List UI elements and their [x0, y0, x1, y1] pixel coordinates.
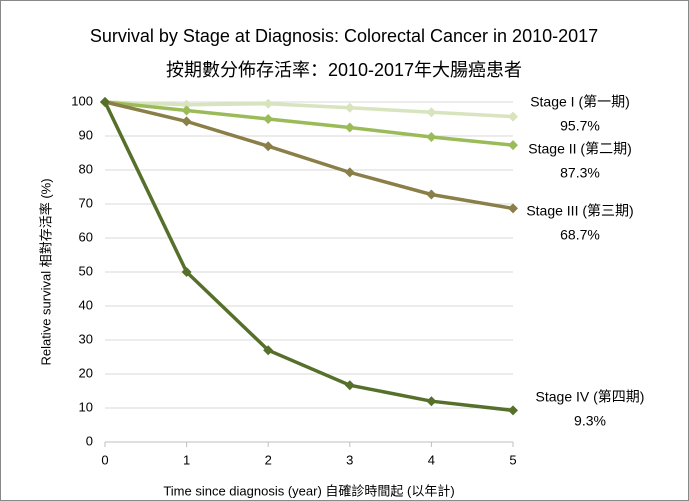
x-tick-label: 2	[265, 452, 272, 467]
series-line	[104, 100, 514, 147]
series-label: Stage I (第一期)	[530, 94, 630, 110]
data-point	[181, 105, 192, 116]
data-point	[181, 267, 192, 277]
y-tick-label: 100	[71, 93, 93, 108]
data-point	[181, 116, 192, 127]
x-tick-label: 4	[428, 452, 435, 467]
y-tick-label: 10	[79, 399, 93, 414]
data-point	[344, 167, 355, 178]
x-tick-label: 1	[183, 452, 190, 467]
y-tick-label: 20	[79, 365, 93, 380]
y-tick-label: 90	[79, 127, 93, 142]
y-tick-label: 60	[79, 229, 93, 244]
y-tick-label: 70	[79, 195, 93, 210]
data-point	[508, 405, 518, 416]
data-point	[263, 98, 274, 109]
data-point	[508, 111, 518, 122]
series-label: Stage IV (第四期)	[536, 389, 645, 405]
x-axis-label: Time since diagnosis (year) 自確診時間起 (以年計)	[163, 483, 454, 498]
data-point	[426, 107, 437, 118]
series-label: Stage II (第二期)	[528, 141, 631, 157]
series-line	[104, 100, 514, 119]
data-point	[508, 203, 518, 214]
x-tick-label: 3	[346, 452, 353, 467]
data-point	[263, 114, 274, 124]
series-line	[103, 101, 514, 413]
x-tick-label: 0	[101, 452, 108, 467]
data-point	[426, 396, 437, 407]
series-label: Stage III (第三期)	[526, 203, 633, 219]
data-point	[263, 141, 274, 152]
data-point	[100, 97, 110, 107]
data-point	[181, 99, 192, 110]
value-label: 87.3%	[560, 165, 600, 181]
y-tick-label: 40	[79, 297, 93, 312]
value-label: 95.7%	[560, 118, 600, 134]
y-axis-label: Relative survival 相對存活率 (%)	[38, 178, 53, 365]
data-point	[263, 345, 274, 356]
value-label: 68.7%	[560, 227, 600, 243]
data-point	[426, 189, 437, 200]
y-tick-label: 50	[79, 263, 93, 278]
data-point	[508, 140, 518, 151]
chart-subtitle: 按期數分佈存活率：2010-2017年大腸癌患者	[166, 60, 522, 80]
y-tick-label: 0	[86, 433, 93, 448]
data-point	[344, 380, 355, 391]
chart-title: Survival by Stage at Diagnosis: Colorect…	[90, 26, 598, 46]
data-point	[344, 102, 355, 113]
data-point	[344, 122, 355, 133]
y-tick-label: 80	[79, 161, 93, 176]
series-line	[104, 100, 514, 211]
x-tick-label: 5	[509, 452, 516, 467]
y-tick-label: 30	[79, 331, 93, 346]
value-label: 9.3%	[574, 413, 606, 429]
data-point	[426, 132, 437, 143]
